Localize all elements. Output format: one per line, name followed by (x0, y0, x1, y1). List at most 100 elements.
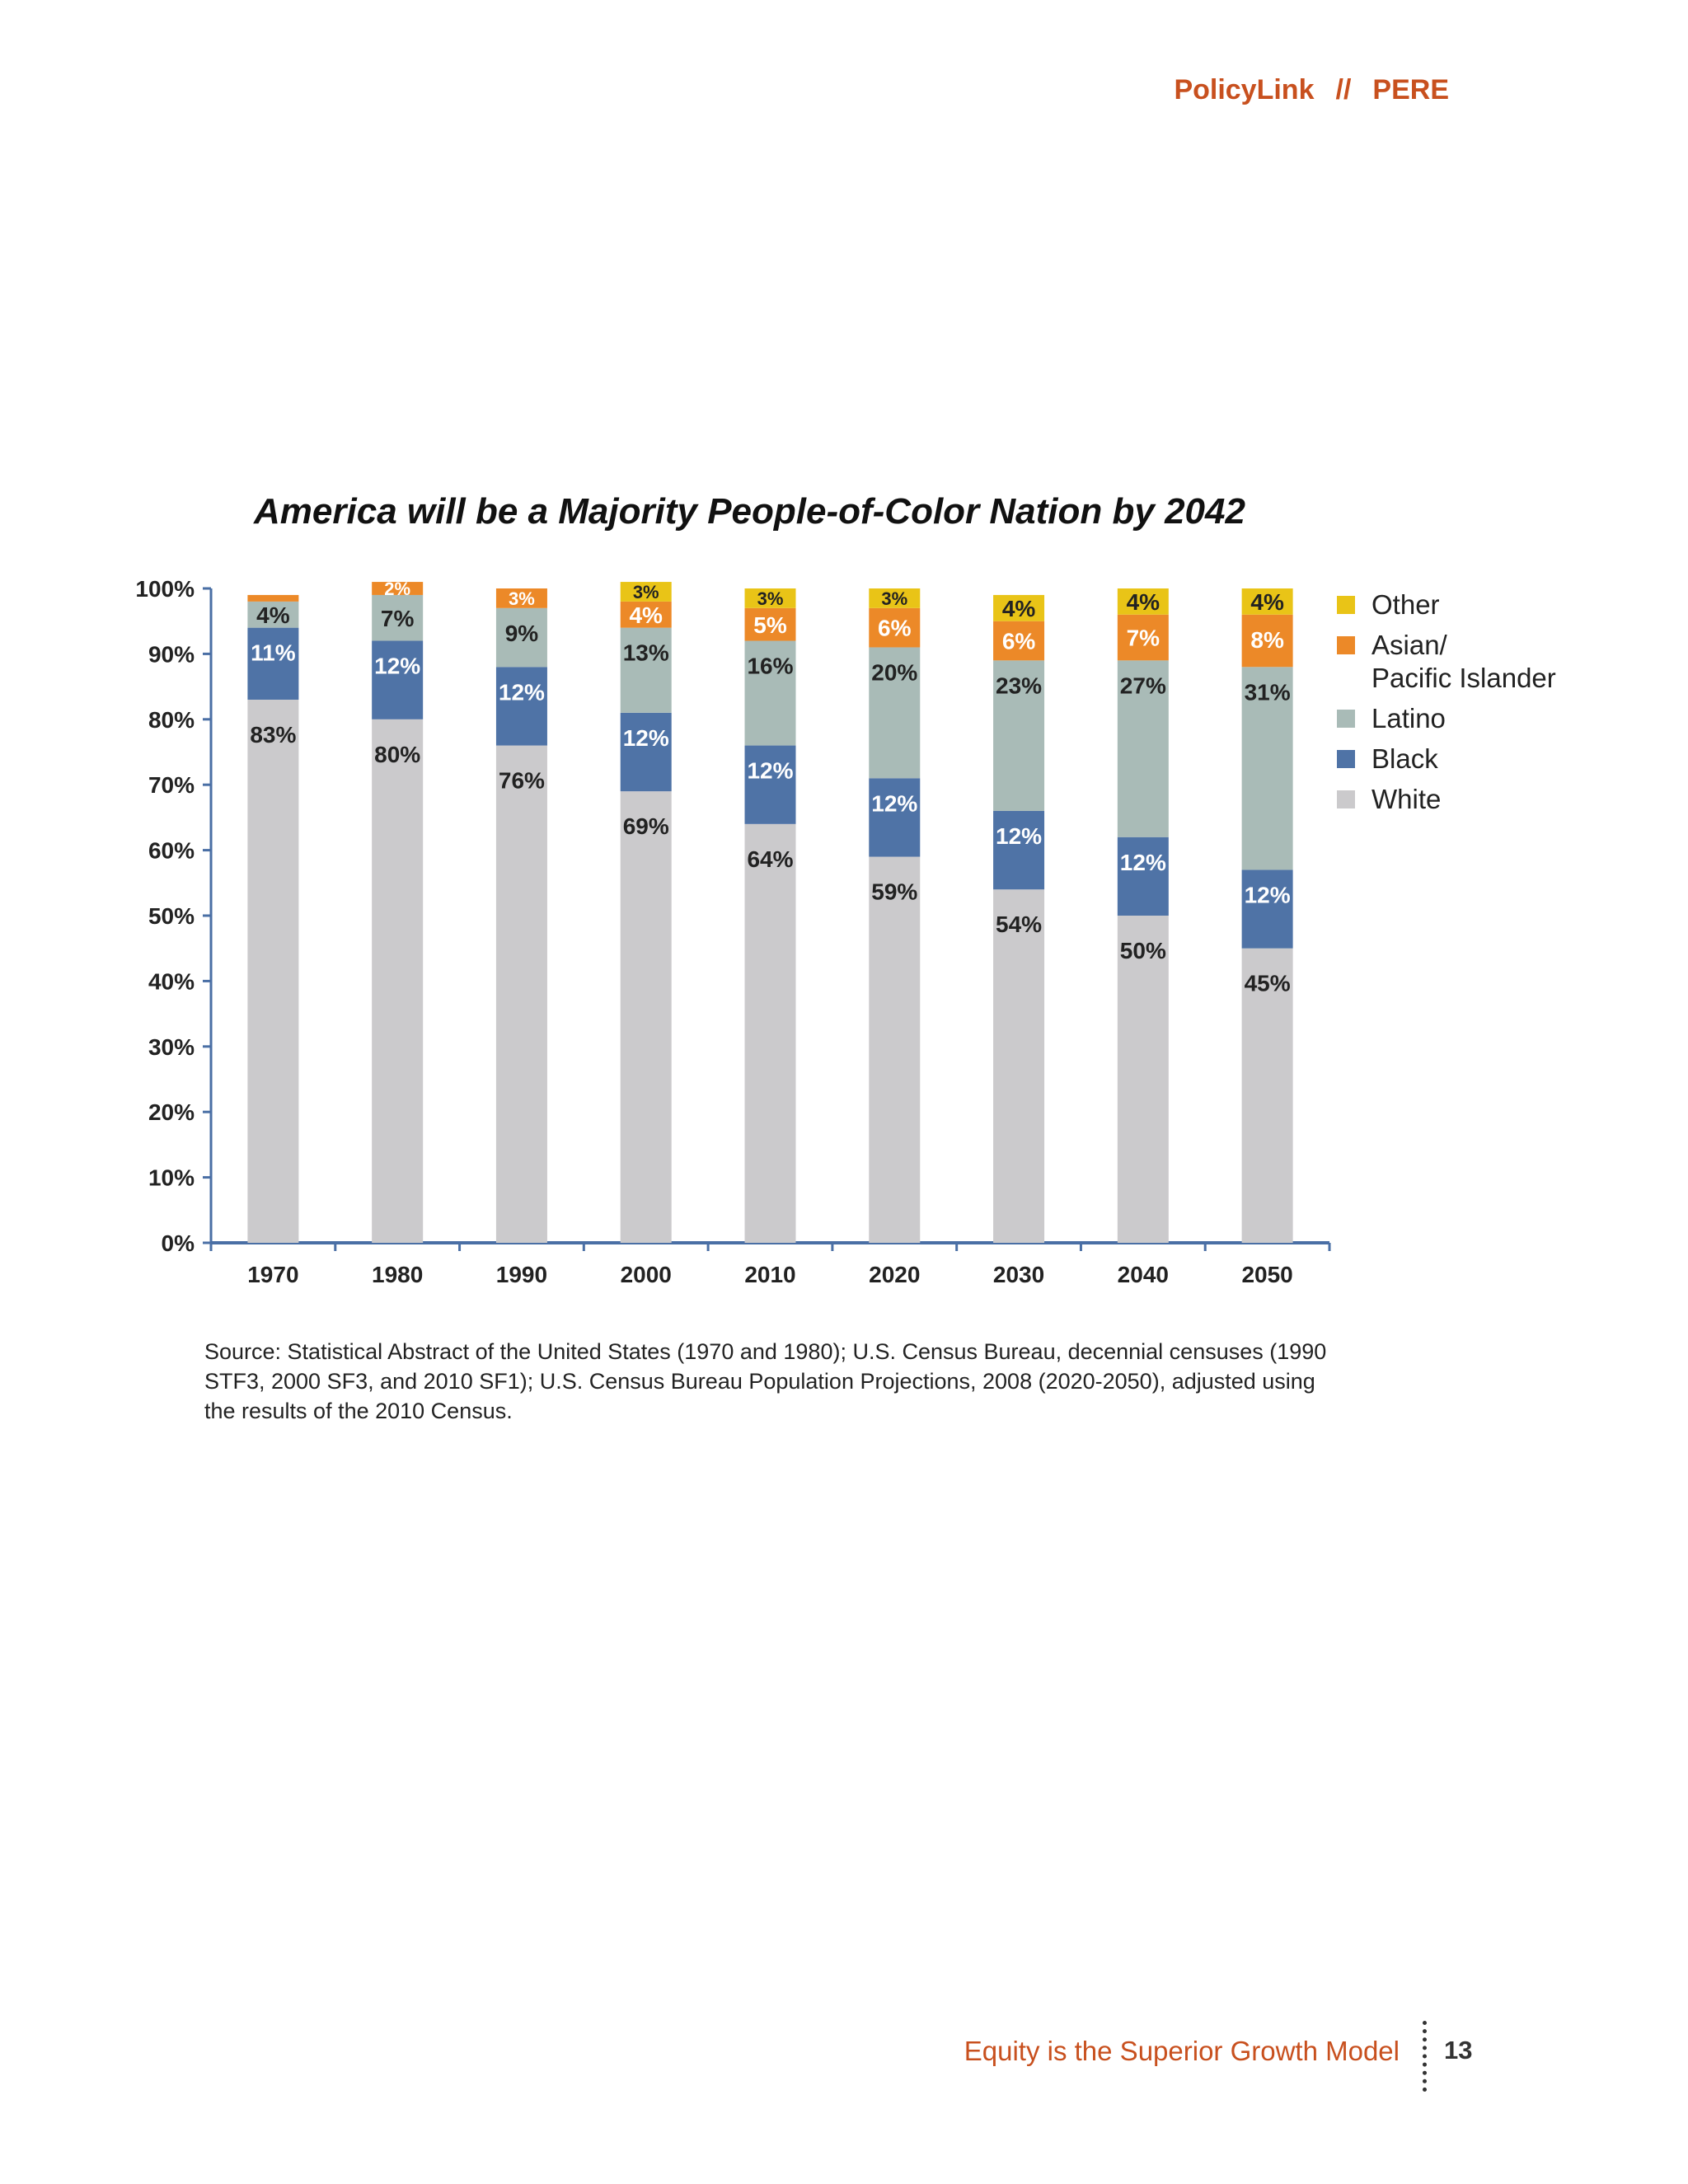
y-tick-label: 60% (148, 838, 195, 864)
data-label: 50% (1120, 938, 1166, 963)
data-label: 16% (747, 654, 793, 679)
bar-segment (744, 588, 796, 608)
legend-label: White (1372, 784, 1442, 814)
legend-item: Asian/Pacific Islander (1337, 629, 1556, 695)
y-tick-label: 40% (148, 968, 195, 994)
footer-tagline: Equity is the Superior Growth Model (964, 2036, 1400, 2066)
bar-segment (247, 627, 299, 700)
x-tick-label: 2020 (869, 1262, 920, 1287)
bar-segment (247, 594, 299, 602)
data-label: 3% (757, 588, 784, 609)
bar-segment (620, 582, 672, 602)
y-tick-label: 100% (135, 576, 195, 602)
y-tick-label: 30% (148, 1034, 195, 1060)
bar-segment (247, 601, 299, 628)
bar-segment (620, 627, 672, 713)
bar-segment (993, 594, 1045, 621)
data-label: 2% (384, 579, 410, 599)
y-tick-label: 90% (148, 641, 195, 667)
data-label: 12% (996, 823, 1042, 849)
bar-segment (620, 791, 672, 1243)
legend-item: Other (1337, 588, 1556, 621)
x-tick-label: 2000 (621, 1262, 672, 1287)
legend-swatch (1337, 790, 1355, 808)
bar-segment (495, 745, 547, 1243)
bar-segment (1241, 948, 1293, 1243)
footer-divider (1423, 2021, 1427, 2092)
bar-segment (1241, 869, 1293, 949)
legend-swatch (1337, 750, 1355, 768)
legend-label: Asian/ (1372, 630, 1447, 660)
bar-segment (993, 660, 1045, 811)
data-label: 12% (499, 679, 545, 705)
bar-segment (744, 607, 796, 641)
bar-segment (247, 699, 299, 1243)
header-org-policylink: PolicyLink (1174, 74, 1315, 105)
stacked-bar-chart: 0% 10% 20% 30% 40% 50% 60% 70% 80% 90% 100% 83% 11% 4… (135, 576, 1331, 1287)
data-label: 3% (633, 582, 659, 602)
legend-item: Latino (1337, 702, 1556, 735)
bar-segment (993, 621, 1045, 661)
x-tick-label: 2010 (744, 1262, 795, 1287)
bar-segment (620, 712, 672, 792)
data-label: 12% (374, 654, 420, 679)
data-label: 23% (996, 673, 1042, 698)
x-tick-label: 1980 (372, 1262, 423, 1287)
data-label: 59% (871, 879, 917, 905)
bar-segment (1241, 588, 1293, 615)
y-tick-label: 80% (148, 707, 195, 733)
data-label: 9% (505, 621, 539, 646)
data-label: 3% (509, 588, 535, 609)
bar-segment (744, 745, 796, 824)
bar-segment (372, 582, 424, 595)
data-label: 76% (499, 768, 545, 794)
source-note: Source: Statistical Abstract of the Unit… (204, 1339, 1327, 1423)
data-label: 4% (1250, 589, 1284, 615)
data-label: 3% (881, 588, 907, 609)
bar-segment (869, 778, 921, 857)
bar-segment (1241, 614, 1293, 668)
bar-segment (372, 594, 424, 641)
data-label: 12% (747, 758, 793, 784)
data-label: 80% (374, 742, 420, 767)
data-label: 45% (1245, 971, 1291, 996)
bar-segment (1117, 916, 1169, 1243)
bar-segment (495, 667, 547, 746)
data-label: 12% (871, 790, 917, 816)
data-label: 12% (1245, 883, 1291, 908)
data-label: 64% (747, 846, 793, 872)
legend-label: Other (1372, 589, 1440, 620)
bar-segment (869, 607, 921, 648)
data-label: 6% (878, 616, 912, 641)
bar-segment (1117, 837, 1169, 916)
data-label: 5% (753, 612, 787, 638)
data-label: 4% (1127, 589, 1160, 615)
x-tick-label: 2050 (1241, 1262, 1292, 1287)
y-tick-label: 0% (162, 1230, 195, 1256)
bar-segment (495, 588, 547, 608)
legend-item: White (1337, 783, 1556, 816)
x-tick-label: 2040 (1118, 1262, 1169, 1287)
legend-item: Black (1337, 743, 1556, 776)
y-tick-label: 50% (148, 903, 195, 929)
bar-segment (744, 640, 796, 746)
bar-segment (1117, 660, 1169, 837)
bar-segment (372, 640, 424, 719)
data-label: 8% (1250, 627, 1284, 653)
bar-segment (620, 601, 672, 628)
y-tick-label: 20% (148, 1099, 195, 1125)
page-number: 13 (1444, 2036, 1473, 2064)
header-separator: // (1335, 74, 1352, 105)
bar-segment (744, 823, 796, 1243)
legend-label: Pacific Islander (1372, 663, 1556, 693)
data-label: 54% (996, 912, 1042, 937)
data-label: 27% (1120, 673, 1166, 698)
data-label: 69% (623, 813, 669, 839)
legend-swatch (1337, 596, 1355, 614)
data-label: 6% (1002, 629, 1036, 654)
data-label: 7% (1127, 626, 1160, 651)
data-label: 7% (381, 606, 415, 631)
y-tick-label: 70% (148, 772, 195, 798)
data-label: 11% (251, 640, 296, 666)
x-tick-label: 2030 (993, 1262, 1044, 1287)
